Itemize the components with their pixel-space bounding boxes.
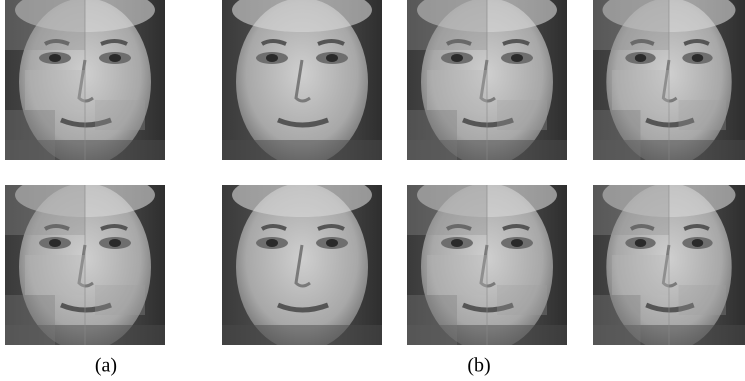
caption: (a) [95,355,117,377]
figure: (a) (b) [0,0,745,381]
page: (a) (b) (() => { const data = JSON.parse… [0,0,745,381]
face-image [222,173,382,351]
face-image [222,0,382,166]
caption: (b) [467,355,490,377]
face-images [5,0,745,351]
